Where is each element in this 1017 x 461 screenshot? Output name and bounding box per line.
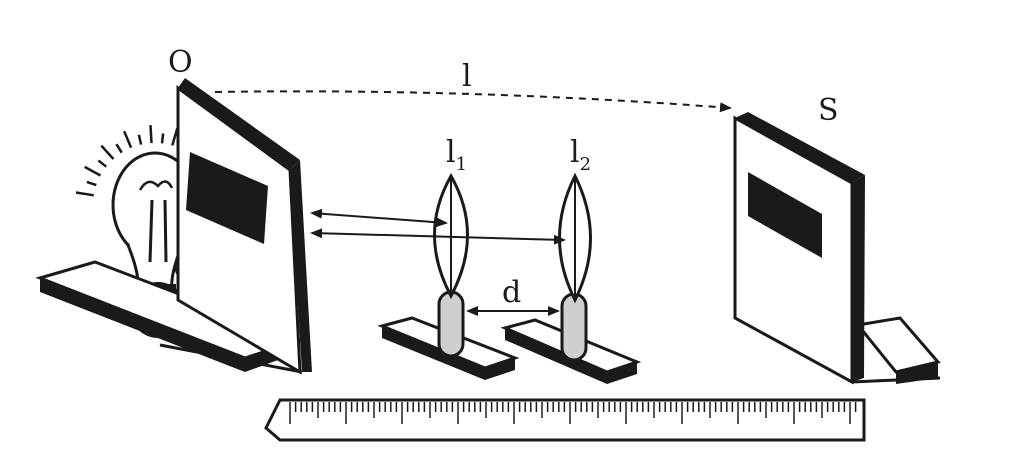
light-ray: [160, 133, 165, 144]
light-ray: [75, 191, 94, 197]
light-ray: [115, 143, 123, 154]
label-screen: S: [818, 93, 839, 128]
light-ray: [171, 127, 179, 146]
light-ray: [137, 134, 143, 145]
label-object: O: [168, 45, 193, 80]
light-ray: [84, 165, 102, 177]
light-ray: [97, 159, 108, 168]
screen-icon: [733, 112, 941, 385]
double-arrow-board-lens1: [310, 208, 448, 228]
object-slit: [186, 152, 268, 244]
light-ray: [122, 130, 133, 149]
label-lens1: l1: [446, 135, 467, 175]
label-lens2: l2: [570, 135, 591, 175]
lens-holder-icon: [377, 290, 520, 380]
lens-holder-icon: [500, 292, 642, 384]
light-ray: [149, 125, 153, 144]
label-distance: l: [462, 59, 472, 94]
measuring-scale-icon: [264, 398, 866, 442]
screen-image: [748, 172, 822, 258]
object-board-icon: [159, 78, 312, 375]
distance-arrow: [214, 90, 732, 113]
lens-1: [377, 172, 520, 380]
lens-2: [500, 172, 642, 384]
light-ray: [100, 144, 115, 160]
label-separation: d: [502, 275, 521, 310]
light-ray: [86, 180, 97, 187]
double-arrow-board-lens2: [310, 228, 566, 245]
